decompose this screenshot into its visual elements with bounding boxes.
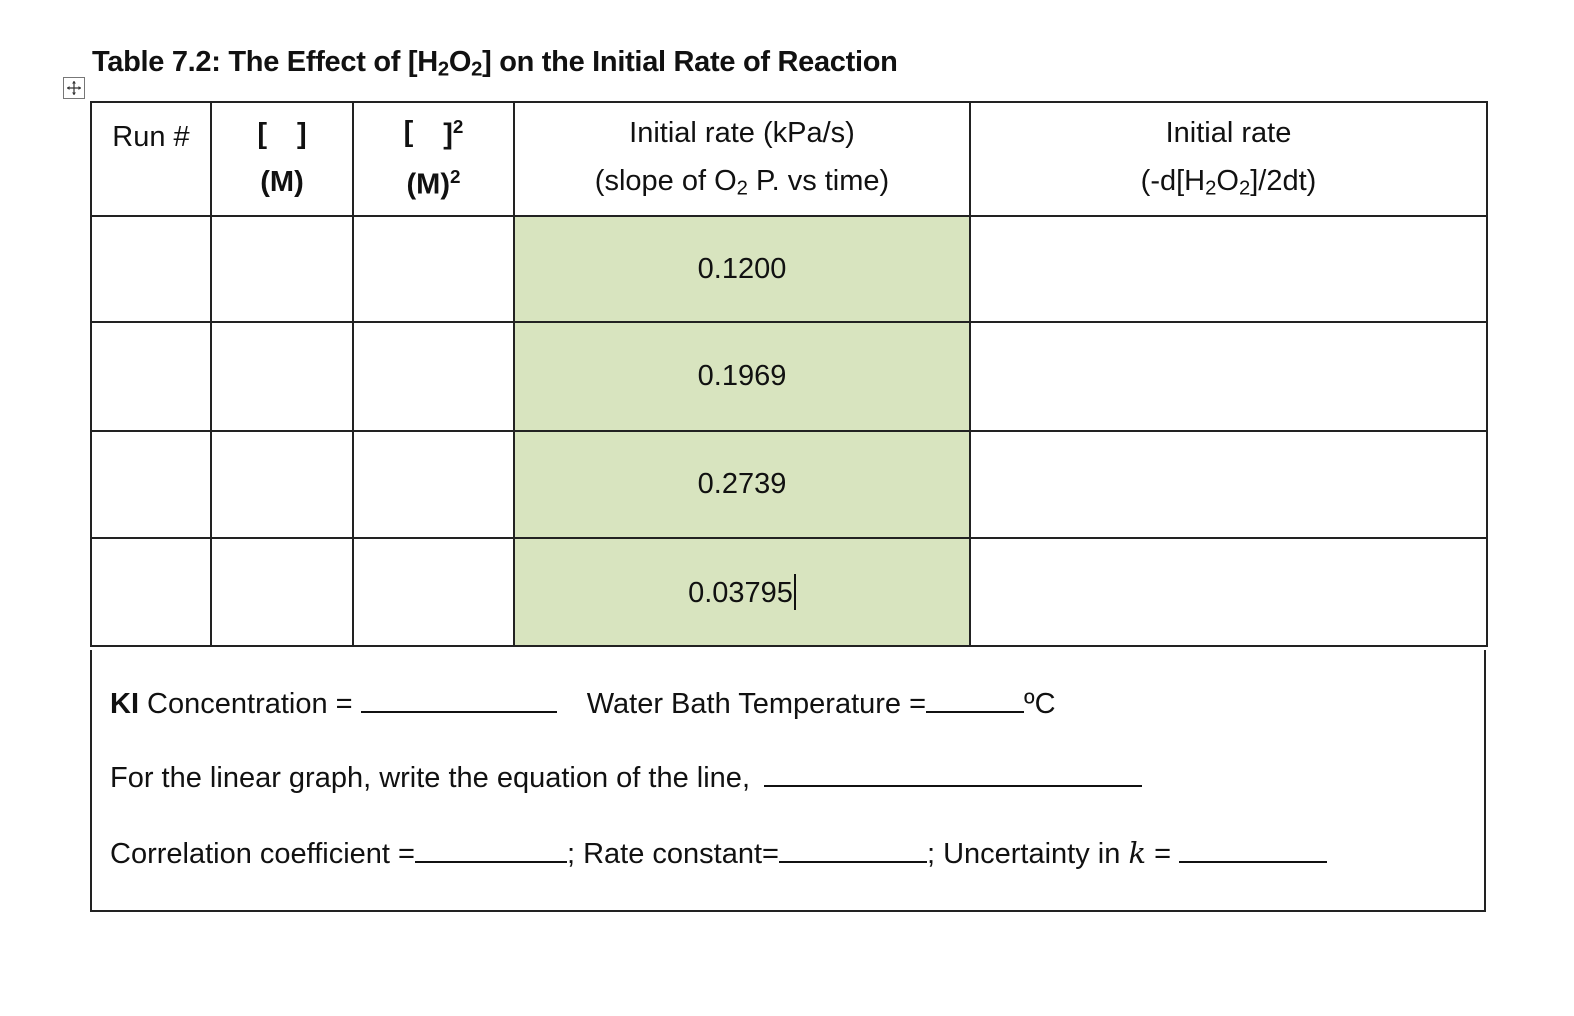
cell-rate-editing[interactable]: 0.03795	[513, 537, 971, 647]
table-title: Table 7.2: The Effect of [H2O2] on the I…	[92, 46, 898, 81]
cell-initial-rate[interactable]	[969, 430, 1488, 539]
cell-initial-rate[interactable]	[969, 321, 1488, 432]
cell-concentration[interactable]	[210, 537, 354, 647]
table-move-handle-icon[interactable]	[63, 77, 85, 99]
cell-concentration-squared[interactable]	[352, 215, 515, 323]
table-row: 0.2739	[90, 430, 1488, 539]
header-initial-rate-h2o2: Initial rate (-d[H2O2]/2dt)	[969, 101, 1488, 217]
table-row: 0.1200	[90, 215, 1488, 323]
data-table: Run # [] (M) []2 (M)2 Initial rate (kPa/…	[90, 101, 1488, 647]
footer-line-results: Correlation coefficient =; Rate constant…	[110, 836, 1328, 871]
cell-run[interactable]	[90, 321, 212, 432]
cell-rate[interactable]: 0.2739	[513, 430, 971, 539]
move-arrows-icon	[67, 81, 81, 95]
header-initial-rate-kpa: Initial rate (kPa/s) (slope of O2 P. vs …	[513, 101, 971, 217]
footer-line-equation: For the linear graph, write the equation…	[110, 762, 1143, 795]
table-row: 0.03795	[90, 537, 1488, 647]
cell-concentration-squared[interactable]	[352, 321, 515, 432]
ki-concentration-blank[interactable]	[360, 710, 557, 713]
cell-rate[interactable]: 0.1200	[513, 215, 971, 323]
cell-run[interactable]	[90, 430, 212, 539]
equation-blank[interactable]	[764, 784, 1143, 787]
cell-concentration[interactable]	[210, 321, 354, 432]
uncertainty-blank[interactable]	[1179, 860, 1328, 863]
header-run: Run #	[90, 101, 212, 217]
water-bath-temp-blank[interactable]	[926, 710, 1025, 713]
cell-concentration[interactable]	[210, 215, 354, 323]
table-row: 0.1969	[90, 321, 1488, 432]
cell-initial-rate[interactable]	[969, 215, 1488, 323]
cell-concentration-squared[interactable]	[352, 537, 515, 647]
cell-concentration[interactable]	[210, 430, 354, 539]
cell-initial-rate[interactable]	[969, 537, 1488, 647]
cell-run[interactable]	[90, 215, 212, 323]
header-row: Run # [] (M) []2 (M)2 Initial rate (kPa/…	[90, 101, 1488, 217]
text-cursor	[793, 574, 796, 610]
footer-section: KI Concentration = Water Bath Temperatur…	[90, 650, 1486, 912]
correlation-blank[interactable]	[414, 860, 567, 863]
cell-concentration-squared[interactable]	[352, 430, 515, 539]
cell-rate[interactable]: 0.1969	[513, 321, 971, 432]
footer-line-conditions: KI Concentration = Water Bath Temperatur…	[110, 688, 1056, 720]
cell-run[interactable]	[90, 537, 212, 647]
header-concentration[interactable]: [] (M)	[210, 101, 354, 217]
rate-constant-blank[interactable]	[778, 860, 927, 863]
header-concentration-squared[interactable]: []2 (M)2	[352, 101, 515, 217]
